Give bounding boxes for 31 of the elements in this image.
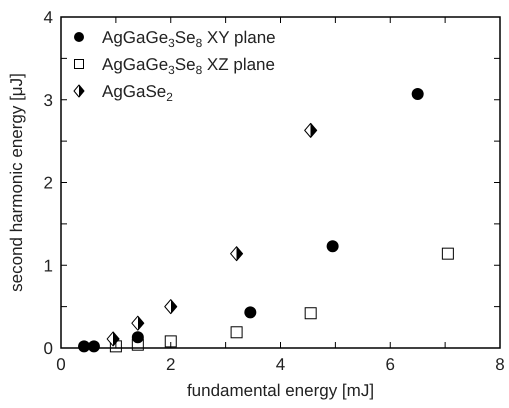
legend-label: AgGaSe$_{2}$ bbox=[102, 82, 174, 104]
x-tick-label: 6 bbox=[386, 355, 395, 374]
point bbox=[326, 240, 339, 252]
y-tick-label: 1 bbox=[44, 256, 53, 276]
point bbox=[132, 338, 144, 351]
point bbox=[88, 340, 100, 352]
x-tick-label: 8 bbox=[495, 355, 505, 374]
point bbox=[110, 340, 122, 352]
point bbox=[244, 306, 256, 318]
point bbox=[164, 299, 178, 314]
x-tick-label: 2 bbox=[166, 355, 176, 374]
point bbox=[230, 326, 243, 338]
legend-label: AgGaGe$_{3}$Se$_{8}$ XZ plane bbox=[102, 55, 275, 77]
x-tick-label: 0 bbox=[56, 355, 66, 374]
point bbox=[304, 122, 318, 138]
point bbox=[78, 340, 90, 352]
y-tick-label: 3 bbox=[44, 90, 53, 110]
point bbox=[304, 307, 317, 320]
legend-label: AgGaGe$_{3}$Se$_{8}$ XY plane bbox=[102, 28, 276, 50]
point bbox=[164, 335, 177, 348]
y-tick-label: 0 bbox=[44, 339, 53, 358]
point bbox=[442, 248, 454, 260]
y-axis-title: second harmonic energy [μJ] bbox=[7, 73, 26, 292]
point bbox=[106, 331, 120, 346]
y-tick-label: 2 bbox=[44, 174, 53, 192]
x-tick-label: 4 bbox=[276, 355, 286, 374]
x-axis-title: fundamental energy [mJ] bbox=[186, 381, 374, 400]
point bbox=[131, 316, 144, 331]
point bbox=[412, 88, 424, 100]
y-tick-label: 4 bbox=[44, 8, 53, 27]
point bbox=[230, 246, 244, 262]
